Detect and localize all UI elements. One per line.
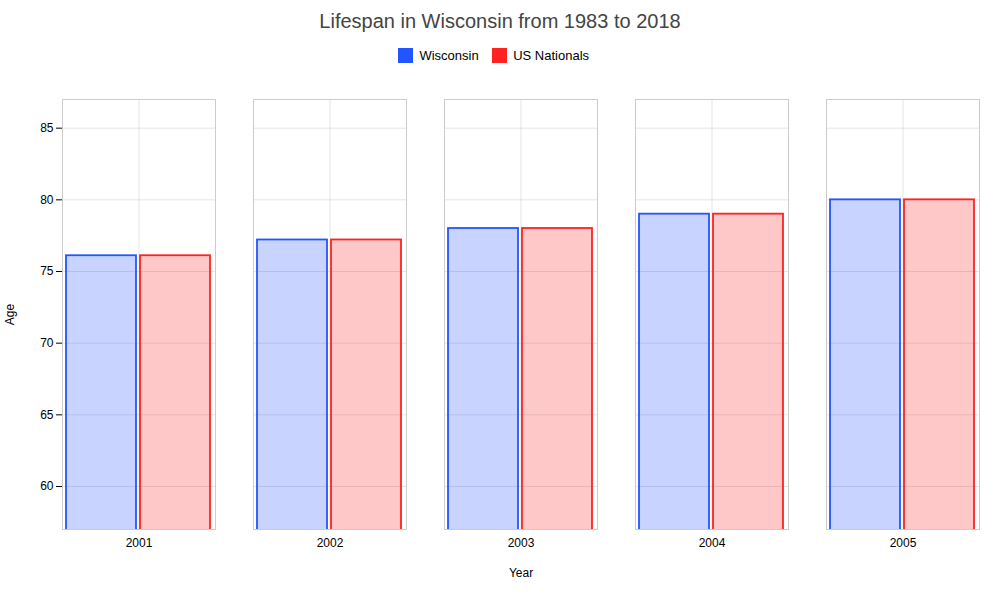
- svg-text:70: 70: [40, 336, 54, 350]
- svg-text:2002: 2002: [317, 536, 344, 550]
- svg-text:85: 85: [40, 121, 54, 135]
- svg-text:2004: 2004: [699, 536, 726, 550]
- svg-text:60: 60: [40, 479, 54, 493]
- svg-text:Year: Year: [509, 565, 533, 579]
- svg-text:2001: 2001: [126, 536, 153, 550]
- svg-text:Age: Age: [3, 303, 17, 325]
- svg-text:2005: 2005: [890, 536, 917, 550]
- svg-text:80: 80: [40, 192, 54, 206]
- html-text:US Nationals: US Nationals: [513, 48, 590, 63]
- html-text:Wisconsin: Wisconsin: [419, 48, 479, 63]
- html-text:Lifespan in Wisconsin from 198: Lifespan in Wisconsin from 1983 to 2018: [319, 10, 681, 32]
- svg-text:2003: 2003: [508, 536, 535, 550]
- svg-text:75: 75: [40, 264, 54, 278]
- svg-text:65: 65: [40, 407, 54, 421]
